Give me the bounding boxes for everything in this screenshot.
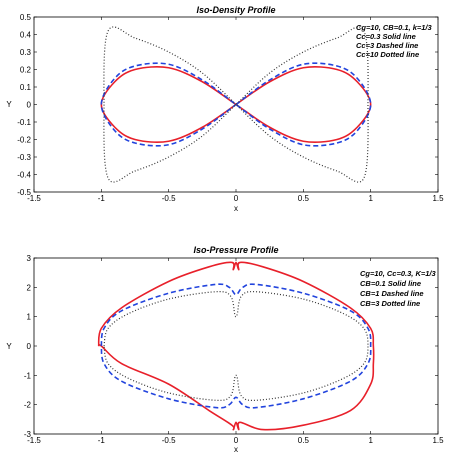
y-tick-label: -0.3 xyxy=(17,153,31,162)
series-group xyxy=(100,26,372,183)
y-tick-label: 3 xyxy=(27,254,32,263)
series-group xyxy=(97,261,375,431)
y-tick-label: 2 xyxy=(27,283,32,292)
x-axis-label: x xyxy=(234,204,238,213)
iso-pressure-chart: Iso-Pressure Profile -1.5 -1 -0.5 0 0.5 1 1.5 3… xyxy=(6,245,444,454)
y-tick-label: 0 xyxy=(27,101,32,110)
series-line-dotted xyxy=(103,26,369,183)
x-tick-label: -1.5 xyxy=(27,194,41,203)
legend-line: CB=3 Dotted line xyxy=(360,299,420,308)
x-tick-label: 1.5 xyxy=(432,436,444,445)
y-tick-label: 1 xyxy=(27,313,32,322)
x-tick-label: 0.5 xyxy=(298,436,310,445)
x-tick-label: 0 xyxy=(234,194,239,203)
series-line-solid xyxy=(97,261,375,431)
legend-text: Cg=10, Cc=0.3, K=1/3 CB=0.1 Solid line C… xyxy=(360,269,436,308)
x-tick-label: -1 xyxy=(98,194,106,203)
y-axis-label: Y xyxy=(6,342,12,351)
axis-ticks: -1.5 -1 -0.5 0 0.5 1 1.5 3 2 1 0 -1 -2 -3 xyxy=(24,254,444,445)
y-tick-label: 0.4 xyxy=(20,31,32,40)
chart-title: Iso-Density Profile xyxy=(196,5,275,15)
y-tick-label: 0.1 xyxy=(20,83,32,92)
y-tick-label: 0.2 xyxy=(20,66,32,75)
x-tick-label: 0.5 xyxy=(298,194,310,203)
y-tick-label: -3 xyxy=(24,430,32,439)
x-tick-label: 0 xyxy=(234,436,239,445)
chart-title: Iso-Pressure Profile xyxy=(193,245,278,255)
y-tick-label: 0.5 xyxy=(20,13,32,22)
legend-line: Cc=0.3 Solid line xyxy=(356,32,416,41)
x-tick-label: -1 xyxy=(98,436,106,445)
series-line-dotted xyxy=(103,291,369,401)
x-tick-label: 1 xyxy=(368,436,373,445)
x-axis-label: x xyxy=(234,445,238,454)
series-line-dashed xyxy=(100,62,372,147)
legend-line: Cg=10, CB=0.1, k=1/3 xyxy=(356,23,432,32)
y-tick-label: -2 xyxy=(24,401,32,410)
x-tick-label: -0.5 xyxy=(162,194,176,203)
y-axis-label: Y xyxy=(6,100,12,109)
legend-line: Cc=10 Dotted line xyxy=(356,50,419,59)
legend-line: Cc=3 Dashed line xyxy=(356,41,418,50)
series-line-dashed xyxy=(100,283,372,409)
y-tick-label: -0.2 xyxy=(17,136,31,145)
y-tick-label: -0.5 xyxy=(17,188,31,197)
legend-line: Cg=10, Cc=0.3, K=1/3 xyxy=(360,269,436,278)
legend-text: Cg=10, CB=0.1, k=1/3 Cc=0.3 Solid line C… xyxy=(356,23,432,59)
y-tick-label: 0.3 xyxy=(20,48,32,57)
y-tick-label: -1 xyxy=(24,371,32,380)
x-tick-label: 1 xyxy=(368,194,373,203)
iso-density-chart: Iso-Density Profile -1.5 -1 -0.5 0 0.5 1 1.5 0.… xyxy=(6,5,444,213)
legend-line: CB=1 Dashed line xyxy=(360,289,424,298)
x-tick-label: -1.5 xyxy=(27,436,41,445)
y-tick-label: -0.4 xyxy=(17,171,31,180)
y-tick-label: 0 xyxy=(27,342,32,351)
x-tick-label: 1.5 xyxy=(432,194,444,203)
y-tick-label: -0.1 xyxy=(17,118,31,127)
legend-line: CB=0.1 Solid line xyxy=(360,279,421,288)
axis-ticks: -1.5 -1 -0.5 0 0.5 1 1.5 0.5 0.4 0.3 0.2 0.1 0 -0.1 -0… xyxy=(17,13,444,203)
x-tick-label: -0.5 xyxy=(162,436,176,445)
